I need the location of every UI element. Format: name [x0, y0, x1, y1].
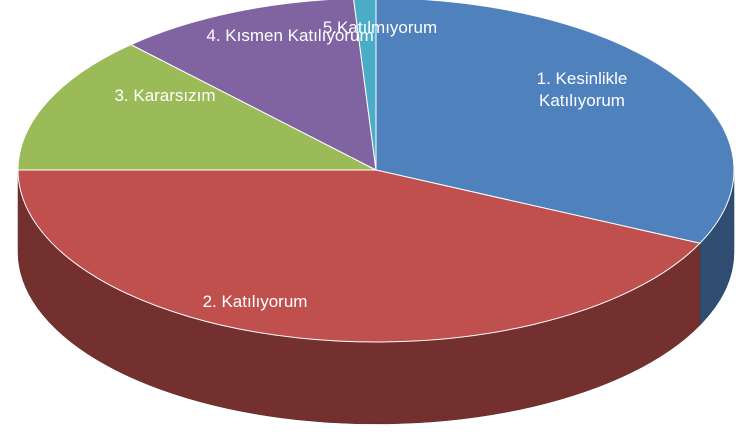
slice: [375, 0, 735, 244]
slice: [17, 169, 701, 343]
slice-label: 4. Kısmen Katılıyorum: [206, 25, 374, 45]
slice: [129, 0, 377, 171]
slice: [17, 44, 377, 171]
slice-label: 2. Katılıyorum: [202, 291, 308, 311]
slice-label: 5.Katılmıyorum: [322, 17, 438, 37]
slice-label: 3. Kararsızım: [114, 85, 216, 105]
slice-label: 1. Kesinlikle Katılıyorum: [536, 68, 628, 110]
slice: [353, 0, 377, 171]
